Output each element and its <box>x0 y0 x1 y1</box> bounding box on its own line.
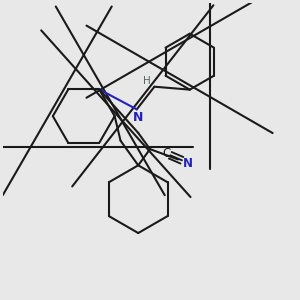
Text: H: H <box>143 76 151 86</box>
Text: C: C <box>162 147 170 160</box>
Text: N: N <box>183 157 193 170</box>
Text: N: N <box>133 111 144 124</box>
